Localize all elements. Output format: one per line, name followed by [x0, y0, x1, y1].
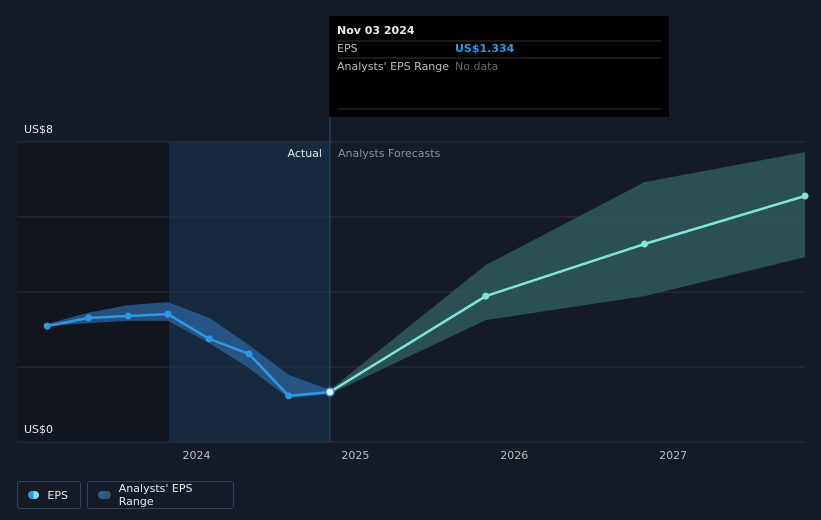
actual-label: Actual: [288, 147, 322, 160]
range-area: [329, 152, 805, 394]
tooltip-value: US$1.334: [455, 42, 515, 55]
eps-point: [325, 387, 335, 397]
x-tick-label: 2026: [500, 449, 528, 462]
tooltip: [329, 16, 669, 117]
forecast-label: Analysts Forecasts: [338, 147, 441, 160]
legend-swatch: [28, 491, 40, 499]
eps-point: [84, 314, 92, 322]
eps-point: [124, 312, 132, 320]
tooltip-label: Analysts' EPS Range: [337, 60, 449, 73]
x-tick-label: 2027: [659, 449, 687, 462]
eps-point: [245, 350, 253, 358]
eps-point: [43, 322, 51, 330]
eps-point: [641, 240, 649, 248]
range-area: [47, 302, 330, 399]
eps-point: [285, 392, 293, 400]
y-tick-label: US$0: [24, 423, 53, 436]
x-tick-label: 2025: [341, 449, 369, 462]
eps-point: [482, 292, 490, 300]
eps-point: [801, 192, 809, 200]
legend-swatch: [98, 491, 111, 499]
legend-eps[interactable]: EPS: [17, 481, 81, 509]
tooltip-label: EPS: [337, 42, 358, 55]
legend-label: EPS: [47, 488, 68, 502]
eps-point: [205, 335, 213, 343]
legend-label: Analysts' EPS Range: [118, 482, 193, 508]
eps-point: [164, 310, 172, 318]
legend-range[interactable]: Analysts' EPS Range: [87, 481, 234, 509]
y-tick-label: US$8: [24, 123, 53, 136]
tooltip-date: Nov 03 2024: [337, 24, 415, 37]
eps-line: [46, 312, 331, 398]
chart: US$0 US$8 2024 2025 2026 2027 Actual Analysts F…: [17, 16, 809, 462]
eps-line: [329, 194, 806, 394]
x-tick-label: 2024: [183, 449, 211, 462]
tooltip-value: No data: [455, 60, 498, 73]
